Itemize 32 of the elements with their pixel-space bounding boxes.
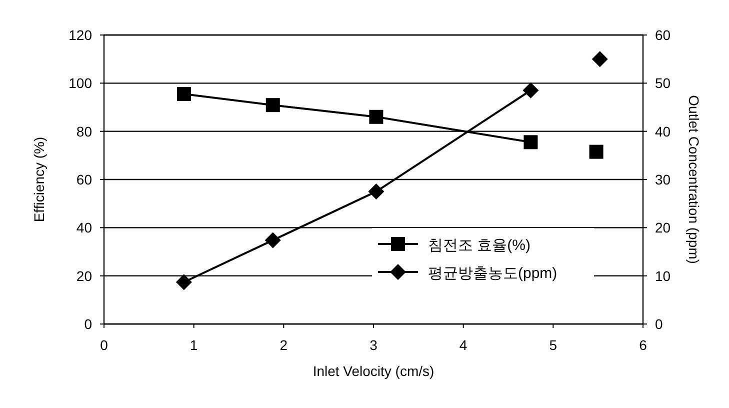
y-axis-title: Efficiency (%) <box>31 136 47 222</box>
y2-tick-label: 30 <box>655 172 671 188</box>
y-tick-label: 0 <box>84 316 92 332</box>
x-tick-label: 3 <box>370 337 378 353</box>
y-tick-label: 80 <box>76 123 92 140</box>
y-tick-label: 60 <box>76 172 92 188</box>
x-tick-label: 4 <box>459 337 468 353</box>
y-tick-label: 40 <box>76 220 92 236</box>
y-tick-label: 120 <box>68 27 92 43</box>
x-tick-label: 2 <box>280 337 288 353</box>
x-tick-label: 6 <box>639 337 648 353</box>
y2-tick-label: 10 <box>655 268 671 284</box>
y-tick-label: 20 <box>76 268 92 284</box>
x-tick-label: 5 <box>549 337 558 353</box>
x-axis-title: Inlet Velocity (cm/s) <box>312 363 434 379</box>
point <box>589 144 604 159</box>
y2-tick-label: 40 <box>655 123 671 140</box>
y2-tick-label: 50 <box>655 75 671 92</box>
y2-tick-label: 0 <box>655 316 663 332</box>
point <box>176 87 191 102</box>
point <box>522 82 539 98</box>
point <box>176 274 192 290</box>
y2-axis-title: Outlet Concentration (ppm) <box>686 95 702 264</box>
y2-tick-label: 60 <box>655 27 671 43</box>
y-tick-label: 100 <box>68 75 92 92</box>
legend-label: 침전조 효율(%) <box>428 237 530 254</box>
point <box>524 135 538 150</box>
legend-label: 평균방출농도(ppm) <box>428 265 558 282</box>
point <box>592 51 608 68</box>
x-tick-label: 1 <box>190 337 198 353</box>
y2-tick-label: 20 <box>655 220 671 236</box>
x-tick-label: 0 <box>100 337 108 353</box>
